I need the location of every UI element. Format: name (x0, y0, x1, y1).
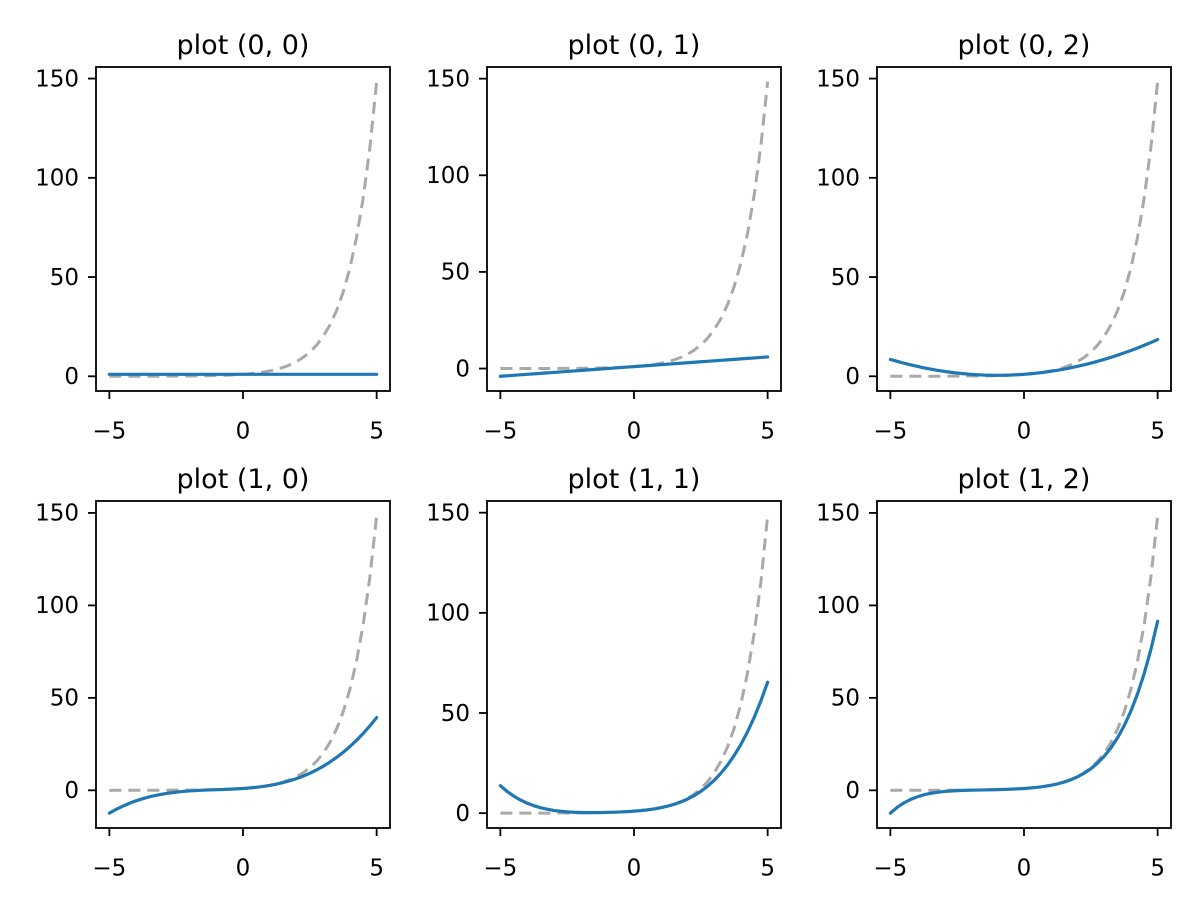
y-tick-label: 0 (845, 778, 860, 804)
y-tick-label: 50 (831, 686, 860, 712)
x-tick-label: −5 (483, 419, 517, 445)
x-tick-label: 0 (1017, 856, 1032, 882)
x-tick-label: 0 (627, 856, 642, 882)
taylor-solid-curve (107, 715, 379, 815)
exp-dashed-curve (890, 515, 1160, 792)
subplot-title: plot (1, 1) (568, 464, 701, 495)
x-tick-label: 5 (369, 419, 384, 445)
y-tick-label: 150 (816, 501, 860, 527)
x-tick-label: 5 (1150, 856, 1165, 882)
y-tick-label: 100 (816, 593, 860, 619)
exp-dashed-curve (109, 515, 379, 792)
x-tick-label: 5 (760, 856, 775, 882)
y-tick-label: 50 (50, 686, 79, 712)
x-tick-label: −5 (873, 419, 907, 445)
x-tick-label: −5 (92, 419, 126, 445)
y-tick-label: 0 (64, 778, 79, 804)
x-tick-label: 5 (760, 419, 775, 445)
x-tick-label: 0 (236, 856, 251, 882)
y-tick-label: 150 (35, 66, 79, 92)
x-tick-label: 0 (627, 419, 642, 445)
y-tick-label: 50 (441, 701, 470, 727)
x-tick-label: 0 (1017, 419, 1032, 445)
y-tick-label: 100 (426, 601, 470, 627)
y-tick-label: 50 (441, 260, 470, 286)
axes-frame (486, 500, 782, 829)
taylor-solid-curve (888, 337, 1160, 377)
x-tick-label: 0 (236, 419, 251, 445)
y-tick-label: 0 (455, 801, 470, 827)
subplot-title: plot (0, 0) (177, 30, 310, 61)
taylor-solid-curve (498, 355, 770, 378)
subplot-title: plot (1, 2) (958, 464, 1091, 495)
axes-frame (876, 66, 1172, 392)
subplot-title: plot (1, 0) (177, 464, 310, 495)
x-tick-label: 5 (1150, 419, 1165, 445)
exp-dashed-curve (500, 515, 770, 815)
subplot-title: plot (0, 2) (958, 30, 1091, 61)
y-tick-label: 0 (64, 364, 79, 390)
exp-dashed-curve (500, 81, 770, 371)
axes-frame (95, 500, 391, 829)
y-tick-label: 100 (426, 163, 470, 189)
y-tick-label: 150 (426, 66, 470, 92)
y-tick-label: 100 (35, 166, 79, 192)
x-tick-label: −5 (92, 856, 126, 882)
x-tick-label: 5 (369, 856, 384, 882)
taylor-solid-curve (888, 619, 1160, 815)
y-tick-label: 50 (831, 265, 860, 291)
taylor-solid-curve (498, 680, 770, 815)
axes-frame (95, 66, 391, 392)
exp-dashed-curve (109, 81, 379, 378)
x-tick-label: −5 (483, 856, 517, 882)
y-tick-label: 150 (816, 66, 860, 92)
axes-frame (876, 500, 1172, 829)
axes-frame (486, 66, 782, 392)
subplot-title: plot (0, 1) (568, 30, 701, 61)
y-tick-label: 100 (816, 166, 860, 192)
y-tick-label: 0 (455, 356, 470, 382)
x-tick-label: −5 (873, 856, 907, 882)
y-tick-label: 0 (845, 364, 860, 390)
y-tick-label: 50 (50, 265, 79, 291)
y-tick-label: 150 (426, 500, 470, 526)
y-tick-label: 150 (35, 501, 79, 527)
y-tick-label: 100 (35, 593, 79, 619)
exp-dashed-curve (890, 81, 1160, 378)
